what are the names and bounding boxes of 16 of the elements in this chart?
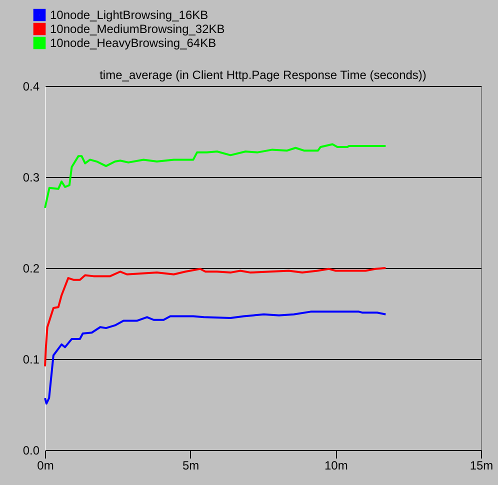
x-tick-label: 10m: [324, 458, 348, 472]
y-tick-label: 0.1: [22, 352, 40, 366]
y-tick-label: 0.0: [22, 444, 40, 458]
x-tick-label: 5m: [182, 458, 200, 472]
y-tick-label: 0.2: [22, 262, 40, 276]
y-tick-label: 0.4: [22, 80, 40, 94]
x-tick-label: 0m: [37, 458, 54, 472]
x-tick-label: 15m: [470, 458, 494, 472]
chart-title: time_average (in Client Http.Page Response Time (seconds)): [100, 68, 426, 82]
line-series: [44, 267, 387, 368]
line-series: [44, 143, 387, 209]
y-tick-label: 0.3: [22, 170, 40, 184]
line-series: [44, 310, 387, 405]
legend-label: 10node_MediumBrowsing_32KB: [50, 22, 225, 36]
legend-label: 10node_LightBrowsing_16KB: [50, 8, 208, 22]
legend-label: 10node_HeavyBrowsing_64KB: [50, 36, 216, 50]
